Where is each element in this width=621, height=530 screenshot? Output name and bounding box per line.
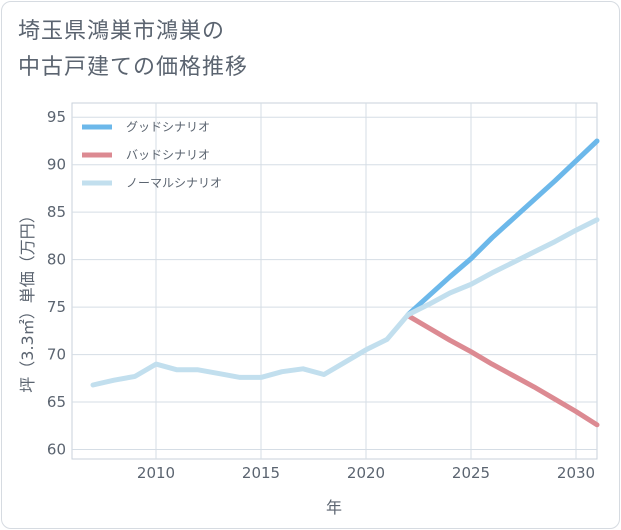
legend-normal-label: ノーマルシナリオ bbox=[126, 176, 222, 190]
legend-bad-label: バッドシナリオ bbox=[126, 148, 210, 162]
title-line-1: 埼玉県鴻巣市鴻巣の bbox=[18, 19, 226, 44]
legend-good-label: グッドシナリオ bbox=[126, 120, 210, 134]
y-tick-90: 90 bbox=[47, 156, 66, 174]
y-axis-label: 坪（3.3㎡）単価（万円） bbox=[18, 207, 37, 392]
chart-title: 埼玉県鴻巣市鴻巣の 中古戸建ての価格推移 bbox=[18, 14, 248, 86]
y-tick-75: 75 bbox=[47, 298, 66, 316]
x-tick-2020: 2020 bbox=[347, 464, 385, 482]
normal-scenario-line bbox=[90, 217, 600, 388]
series-lines bbox=[90, 138, 600, 428]
y-tick-70: 70 bbox=[47, 346, 66, 364]
y-tick-80: 80 bbox=[47, 251, 66, 269]
title-line-2: 中古戸建ての価格推移 bbox=[18, 55, 249, 80]
plot-area-background bbox=[71, 102, 598, 460]
x-tick-2015: 2015 bbox=[242, 464, 280, 482]
x-tick-labels: 2010 2015 2020 2025 2030 bbox=[137, 464, 595, 482]
x-tick-2030: 2030 bbox=[557, 464, 595, 482]
x-axis-label: 年 bbox=[326, 498, 342, 517]
good-scenario-line bbox=[405, 138, 600, 318]
y-tick-65: 65 bbox=[47, 393, 66, 411]
bad-scenario-line bbox=[405, 313, 600, 428]
y-tick-85: 85 bbox=[47, 203, 66, 221]
y-tick-95: 95 bbox=[47, 108, 66, 126]
x-tick-2025: 2025 bbox=[452, 464, 490, 482]
y-tick-labels: 60 65 70 75 80 85 90 95 bbox=[47, 108, 66, 458]
grid-lines bbox=[72, 103, 597, 459]
y-tick-60: 60 bbox=[47, 441, 66, 459]
x-tick-2010: 2010 bbox=[137, 464, 175, 482]
